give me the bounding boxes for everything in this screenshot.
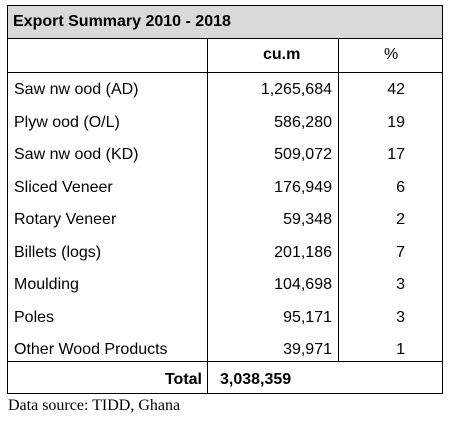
column-divider [207,39,208,393]
row-percent: 17 [387,146,405,163]
total-label: Total [164,371,202,388]
total-volume: 3,038,359 [220,371,292,388]
row-product: Billets (logs) [14,244,102,261]
row-percent: 3 [396,276,405,293]
row-percent: 7 [396,244,405,261]
row-product: Poles [14,309,55,326]
row-product: Rotary Veneer [14,211,117,228]
row-volume: 39,971 [283,341,332,358]
row-percent: 42 [387,81,405,98]
row-volume: 201,186 [274,244,332,261]
row-volume: 59,348 [283,211,332,228]
row-volume: 95,171 [283,309,332,326]
row-product: Moulding [14,276,79,293]
row-product: Sliced Veneer [14,179,113,196]
row-volume: 586,280 [274,114,332,131]
row-product: Other Wood Products [14,341,168,358]
total-divider [8,361,442,362]
row-volume: 509,072 [274,146,332,163]
row-percent: 3 [396,309,405,326]
row-volume: 1,265,684 [260,81,332,98]
header-unit: cu.m [263,46,301,63]
row-product: Saw nw ood (AD) [14,81,139,98]
header-divider [8,72,442,73]
row-volume: 104,698 [274,276,332,293]
row-product: Plyw ood (O/L) [14,114,120,131]
row-volume: 176,949 [274,179,332,196]
row-percent: 1 [396,341,405,358]
row-percent: 6 [396,179,405,196]
header-percent: % [384,46,399,63]
row-product: Saw nw ood (KD) [14,146,139,163]
row-percent: 2 [396,211,405,228]
data-source-caption: Data source: TIDD, Ghana [8,397,181,414]
row-percent: 19 [387,114,405,131]
table-title: Export Summary 2010 - 2018 [8,6,442,39]
export-summary-table: Export Summary 2010 - 2018 cu.m % Saw nw… [7,5,443,394]
column-divider [338,39,339,361]
